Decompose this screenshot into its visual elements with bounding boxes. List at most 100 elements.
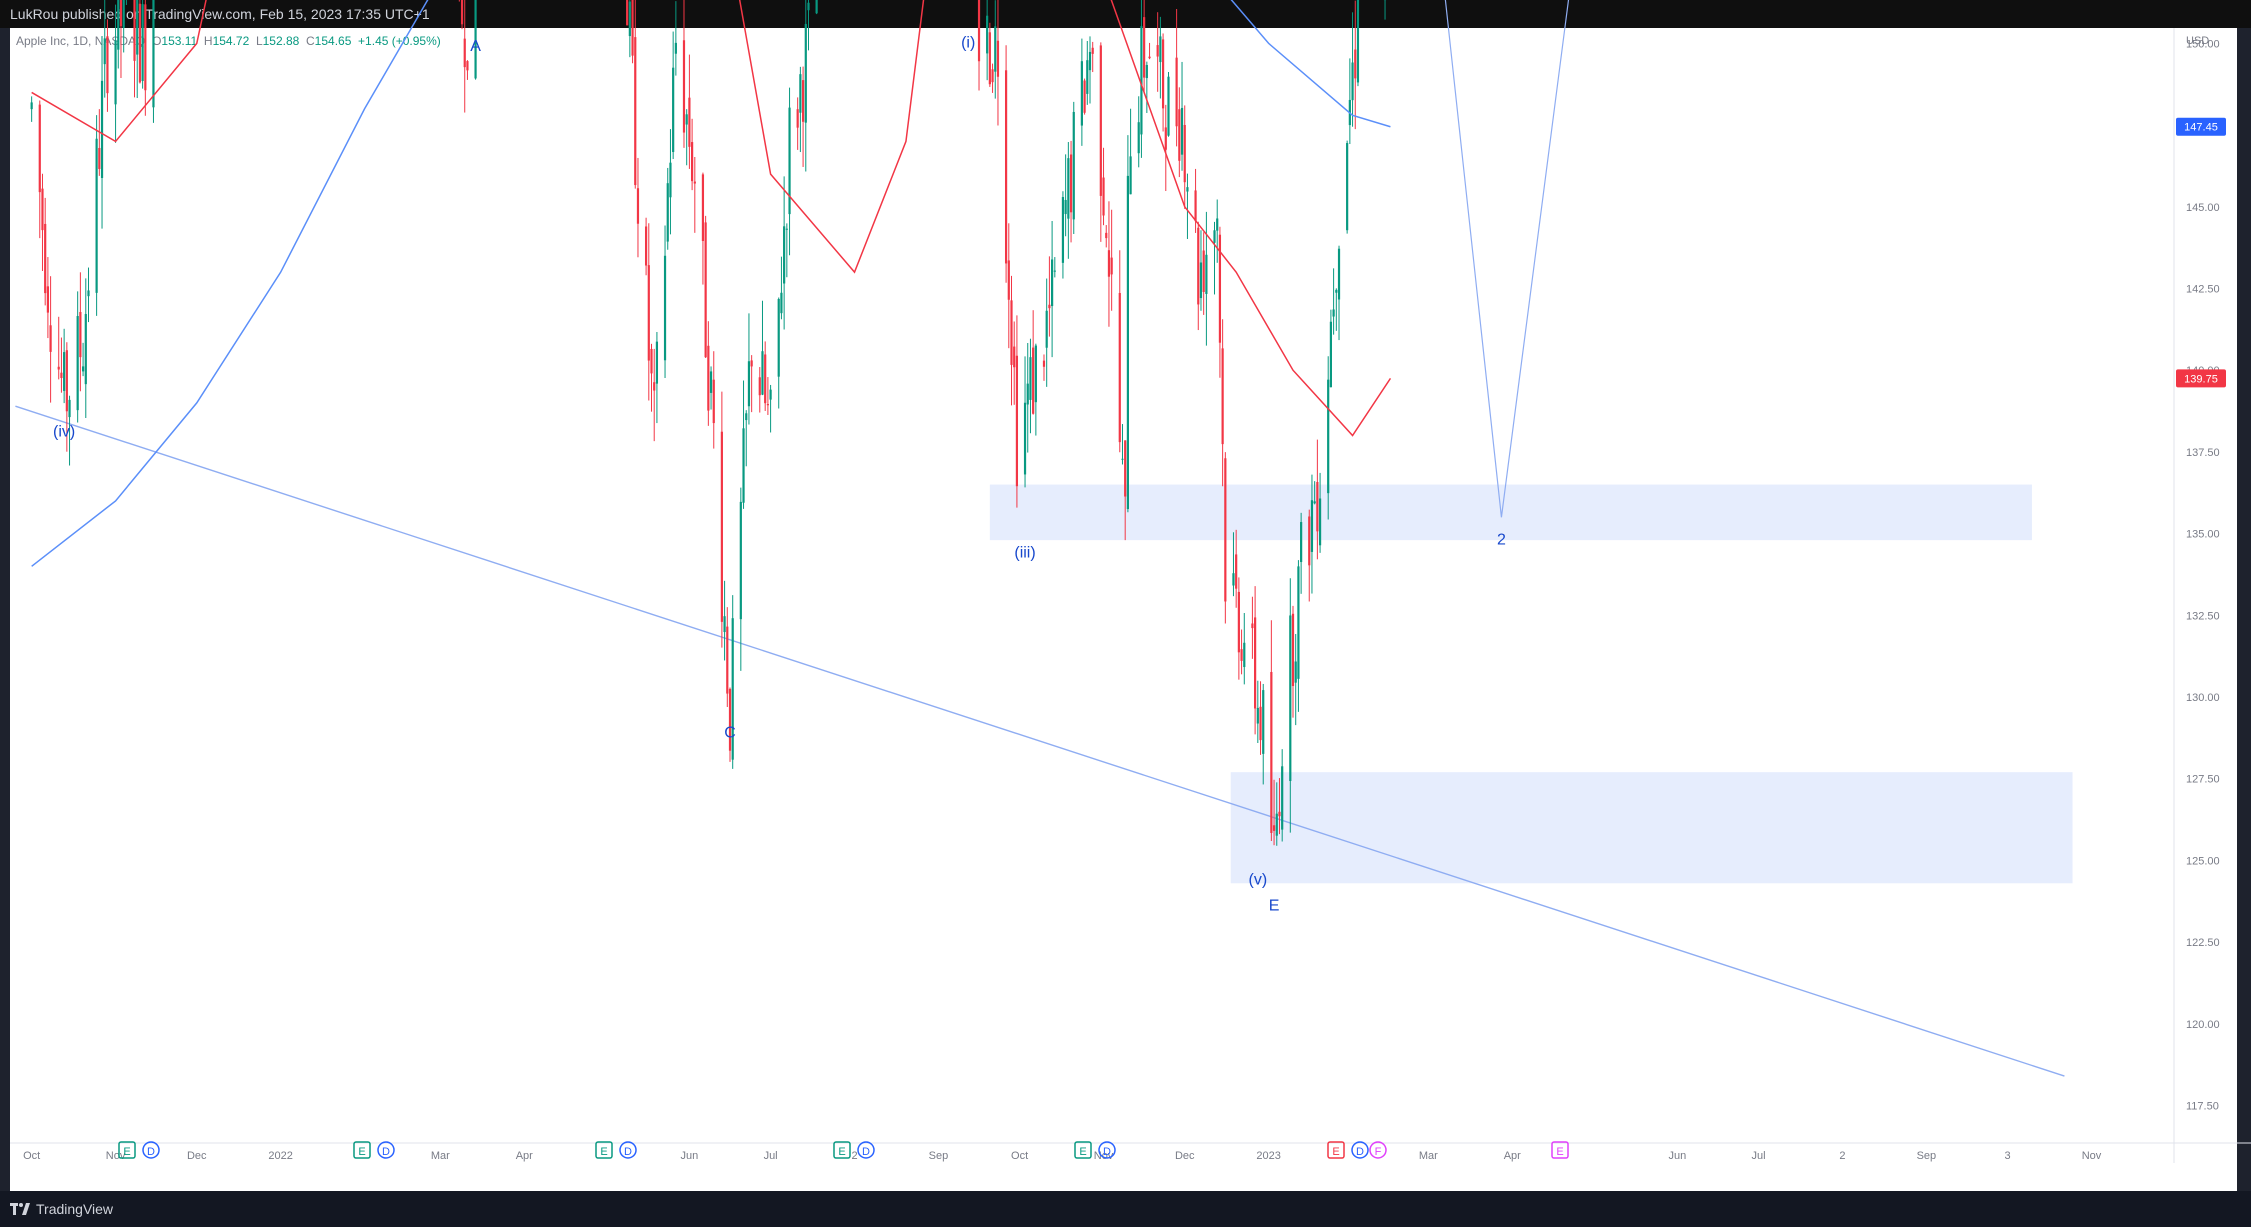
candle-body-12 — [79, 311, 82, 358]
candle-body-19 — [103, 38, 106, 65]
candle-body-338 — [1313, 501, 1316, 504]
candle-body-2 — [41, 188, 44, 231]
candle-body-187 — [742, 428, 745, 503]
candle-body-341 — [1327, 379, 1330, 494]
candle-body-310 — [1205, 254, 1208, 294]
candle-body-24 — [122, 0, 125, 28]
price-zone-2 — [989, 484, 2032, 541]
candle-body-190 — [750, 360, 753, 367]
x-tick-label-3: 2022 — [268, 1150, 292, 1162]
candle-body-305 — [1186, 187, 1189, 192]
candle-body-29 — [141, 4, 144, 81]
event-marker-9 — [1098, 1141, 1116, 1159]
candle-body-322 — [1254, 617, 1257, 709]
candle-body-173 — [688, 97, 691, 147]
candle-body-189 — [747, 361, 751, 407]
candle-body-332 — [1291, 613, 1295, 687]
candle-body-285 — [1110, 257, 1113, 275]
price-chart[interactable]: (iv)(v)ABCD(i)(ii)(iii)(iv)(v)E12345USD1… — [0, 0, 2251, 1191]
candle-body-331 — [1289, 615, 1292, 782]
wave-label-2: A — [470, 38, 481, 55]
candle-body-276 — [1080, 61, 1083, 126]
candle-body-15 — [87, 290, 90, 297]
candle-body-330 — [1281, 766, 1284, 830]
candle-body-165 — [655, 341, 659, 384]
candle-body-297 — [1159, 36, 1162, 63]
candle-body-191 — [758, 377, 761, 396]
candle-body-282 — [1102, 177, 1105, 216]
candle-body-300 — [1167, 76, 1170, 136]
change-value: +1.45 (+0.95%) — [358, 34, 441, 48]
candle-body-164 — [653, 382, 656, 391]
candle-body-274 — [1069, 154, 1073, 213]
candle-body-271 — [1061, 197, 1065, 263]
candle-body-292 — [1140, 26, 1143, 135]
candle-body-166 — [663, 255, 667, 361]
candle-body-23 — [119, 0, 123, 27]
candle-body-195 — [769, 389, 772, 400]
candle-body-5 — [49, 325, 52, 352]
candle-body-9 — [65, 350, 68, 412]
event-marker-13 — [1551, 1141, 1569, 1159]
candle-body-18 — [100, 80, 104, 178]
publish-header: LukRou published on TradingView.com, Feb… — [0, 0, 2251, 28]
candle-body-115 — [466, 61, 469, 71]
event-marker-2 — [353, 1141, 371, 1159]
candle-body-11 — [76, 316, 79, 411]
candle-body-198 — [783, 226, 786, 284]
candle-body-169 — [672, 67, 675, 153]
y-tick-label-1: 120.00 — [2186, 1019, 2220, 1031]
candle-body-203 — [801, 80, 805, 122]
chart-panel[interactable] — [10, 28, 2237, 1191]
candle-body-277 — [1083, 80, 1086, 113]
event-marker-0 — [118, 1141, 136, 1159]
x-tick-label-7: Jul — [764, 1150, 778, 1162]
candle-body-288 — [1124, 440, 1127, 497]
candle-body-256 — [1004, 70, 1008, 264]
candle-body-320 — [1243, 642, 1246, 668]
candle-body-278 — [1086, 60, 1089, 94]
candle-body-316 — [1232, 573, 1235, 586]
candle-body-348 — [1351, 62, 1354, 101]
candle-body-28 — [138, 3, 142, 83]
symbol-legend: Apple Inc, 1D, NASDAQ O153.11 H154.72 L1… — [16, 34, 441, 48]
candle-body-299 — [1164, 127, 1167, 150]
candle-body-311 — [1213, 230, 1216, 243]
open-value: 153.11 — [161, 34, 198, 48]
candle-body-350 — [1356, 0, 1360, 83]
event-marker-label-12: F — [1375, 1146, 1382, 1158]
candle-body-22 — [117, 0, 120, 50]
candle-body-336 — [1308, 516, 1311, 566]
candle-body-31 — [152, 0, 155, 108]
x-tick-label-18: 2 — [1839, 1150, 1845, 1162]
candle-body-269 — [1051, 259, 1054, 307]
candle-body-334 — [1297, 566, 1300, 679]
candle-body-10 — [68, 399, 71, 418]
wave-label-8: (iii) — [1014, 545, 1035, 562]
candle-body-188 — [745, 413, 748, 421]
candle-body-184 — [728, 688, 732, 751]
candle-body-345 — [1337, 248, 1341, 300]
candle-body-327 — [1272, 825, 1276, 831]
candle-body-313 — [1218, 234, 1222, 343]
candle-body-264 — [1032, 347, 1035, 414]
tradingview-logo[interactable]: TradingView — [10, 1191, 113, 1227]
candle-body-329 — [1278, 811, 1281, 817]
wave-label-10: (v) — [1248, 871, 1267, 888]
candle-body-6 — [57, 366, 60, 370]
candle-body-343 — [1332, 309, 1335, 317]
candle-body-261 — [1023, 402, 1027, 475]
candle-body-339 — [1316, 481, 1319, 532]
x-tick-label-4: Mar — [431, 1150, 450, 1162]
event-marker-3 — [377, 1141, 395, 1159]
event-marker-label-8: E — [1079, 1146, 1086, 1158]
candle-body-326 — [1270, 671, 1273, 833]
brand-name: TradingView — [36, 1201, 114, 1217]
candle-body-303 — [1180, 107, 1184, 155]
candle-body-312 — [1216, 218, 1219, 231]
candle-body-291 — [1137, 122, 1140, 154]
candle-body-180 — [712, 379, 715, 424]
candle-body-314 — [1221, 348, 1224, 445]
candle-body-346 — [1346, 143, 1349, 231]
footer-bar: TradingView — [0, 1191, 2251, 1227]
